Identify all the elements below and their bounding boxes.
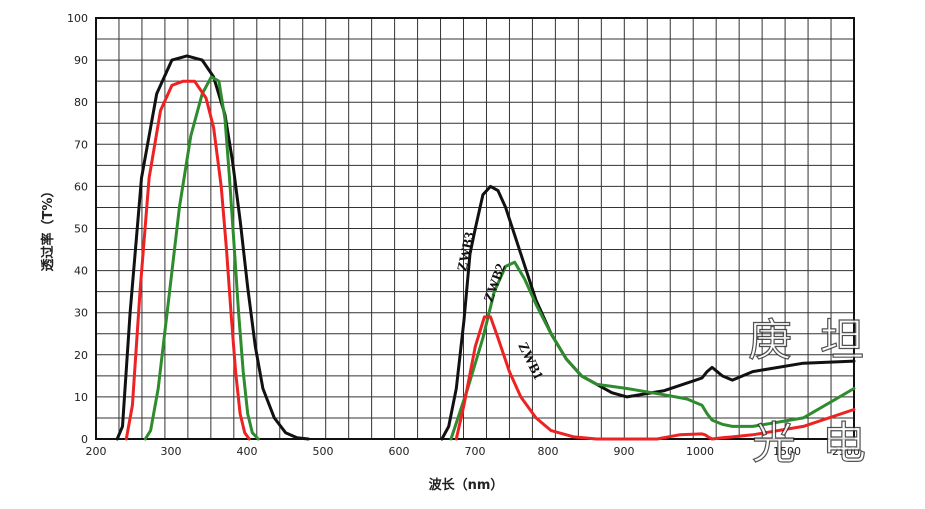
x-tick-label: 1500: [773, 445, 801, 458]
watermark-glyph-3: 光: [752, 418, 796, 469]
x-tick-label: 700: [465, 445, 486, 458]
y-tick-label: 70: [74, 138, 88, 151]
x-tick-label: 900: [614, 445, 635, 458]
series-line-zwb1: [454, 315, 856, 441]
x-tick-label: 400: [237, 445, 258, 458]
x-tick-label: 800: [538, 445, 559, 458]
x-tick-label: 1000: [686, 445, 714, 458]
x-tick-label: 300: [161, 445, 182, 458]
y-tick-label: 50: [74, 223, 88, 236]
series-label-zwb3: ZWB3: [455, 231, 478, 273]
y-tick-label: 90: [74, 54, 88, 67]
x-tick-label: 200: [86, 445, 107, 458]
watermark-glyph-2: 坦: [820, 315, 864, 366]
x-axis-ticks: 200 300 400 500 600 700 800 900 1000 1500 2500: [86, 445, 861, 458]
x-tick-label: 600: [389, 445, 410, 458]
watermark: 庚 坦 光 电: [747, 314, 866, 469]
y-tick-label: 10: [74, 391, 88, 404]
y-tick-label: 20: [74, 349, 88, 362]
y-tick-label: 40: [74, 265, 88, 278]
series-label-zwb2: ZWB2: [482, 262, 510, 304]
series-lines: [115, 54, 856, 441]
y-axis-ticks: 0 10 20 30 40 50 60 70 80 90 100: [67, 12, 88, 446]
x-tick-label: 2500: [832, 445, 860, 458]
x-axis-title: 波长（nm）: [429, 477, 504, 493]
y-axis-title: 透过率（T%）: [40, 185, 56, 272]
watermark-glyph-4: 电: [822, 418, 866, 469]
y-tick-label: 0: [81, 433, 88, 446]
y-tick-label: 80: [74, 96, 88, 109]
x-tick-label: 500: [313, 445, 334, 458]
watermark-glyph-1: 庚: [748, 315, 792, 366]
plot-frame: [95, 17, 855, 440]
series-line-zwb2: [143, 75, 260, 441]
chart-grid: [96, 18, 854, 439]
y-tick-label: 30: [74, 307, 88, 320]
series-line-zwb1: [124, 79, 251, 441]
series-line-zwb2: [449, 260, 856, 441]
y-tick-label: 100: [67, 12, 88, 25]
y-tick-label: 60: [74, 180, 88, 193]
